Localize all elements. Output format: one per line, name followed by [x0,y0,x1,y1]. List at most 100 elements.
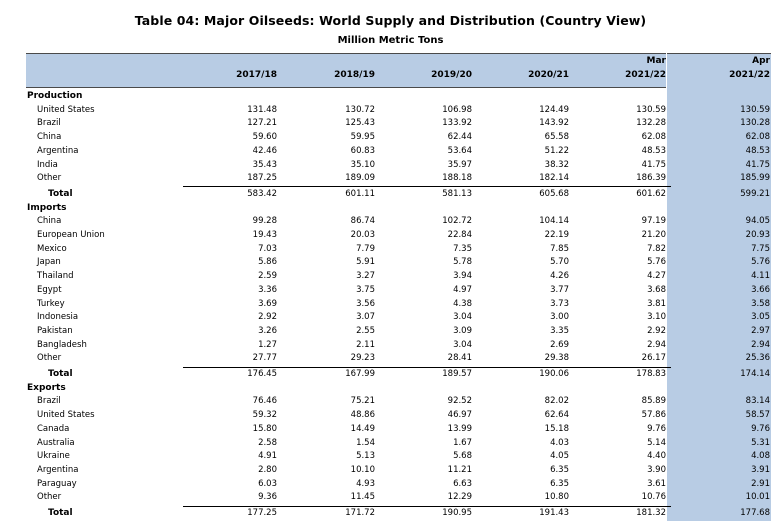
table-row-label: United States [37,410,95,421]
table-row: Argentina 42.46 60.83 53.64 51.22 48.53 48.53 [0,145,781,158]
table-cell: 3.66 [751,284,770,295]
table-cell: 28.41 [447,353,472,364]
table-cell: 5.68 [453,451,472,462]
table-cell: 53.64 [447,145,472,156]
table-cell: 58.57 [745,410,770,421]
table-cell: 2.94 [647,339,666,350]
table-cell: 2.55 [356,325,375,336]
table-cell: 186.39 [636,173,666,184]
total-row-label: Total [48,508,73,518]
table-row-label: Brazil [37,396,61,407]
table-row: Pakistan 3.26 2.55 3.09 3.35 2.92 2.97 [0,325,781,338]
table-cell: 181.32 [636,508,666,518]
table-cell: 174.14 [740,369,770,379]
table-cell: 22.19 [544,230,569,240]
section-heading-label: Exports [27,382,66,393]
table-cell: 601.62 [636,188,666,199]
table-cell: 4.38 [453,298,472,309]
table-cell: 3.68 [647,284,666,295]
table-cell: 2.69 [550,339,569,350]
table-row: Mexico 7.03 7.79 7.35 7.85 7.82 7.75 [0,243,781,256]
table-cell: 10.80 [544,492,569,503]
table-row-label: Canada [37,423,70,434]
table-cell: 125.43 [345,118,375,129]
table-cell: 3.10 [647,312,666,323]
total-row: Total 176.45 167.99 189.57 190.06 178.83 174.1… [0,368,781,381]
table-cell: 6.03 [258,478,277,489]
table-cell: 51.22 [544,145,569,156]
table-cell: 4.93 [356,478,375,489]
table-cell: 11.21 [447,464,472,475]
table-cell: 5.76 [647,257,666,268]
table-cell: 11.45 [350,492,375,503]
table-cell: 2.11 [356,339,375,350]
table-cell: 92.52 [447,396,472,407]
table-cell: 190.06 [539,369,569,379]
table-cell: 2.97 [751,325,770,336]
table-cell: 127.21 [247,118,277,129]
table-row: Ukraine 4.91 5.13 5.68 4.05 4.40 4.08 [0,450,781,463]
table-cell: 62.64 [544,410,569,421]
table-cell: 4.40 [647,451,666,462]
table-cell: 59.32 [252,410,277,421]
table-cell: 187.25 [247,173,277,184]
total-row: Total 583.42 601.11 581.13 605.68 601.62 599.2… [0,188,781,201]
table-cell: 583.42 [247,188,277,199]
table-title: Table 04: Major Oilseeds: World Supply a… [134,13,647,28]
table-cell: 3.75 [356,284,375,295]
table-row: Bangladesh 1.27 2.11 3.04 2.69 2.94 2.94 [0,339,781,352]
column-header-year: 2020/21 [528,70,569,80]
table-cell: 581.13 [442,188,472,199]
table-cell: 3.04 [453,339,472,350]
table-cell: 1.54 [356,437,375,448]
table-cell: 167.99 [345,369,375,379]
total-divider [183,366,671,368]
table-cell: 176.45 [247,369,277,379]
table-row-label: Other [37,492,62,503]
table-cell: 2.80 [258,464,277,475]
table-row-label: Other [37,173,62,184]
table-cell: 82.02 [544,396,569,407]
table-row-label: China [37,132,62,143]
table-cell: 171.72 [345,508,375,518]
table-cell: 57.86 [641,410,666,421]
table-cell: 83.14 [745,396,770,407]
table-cell: 2.92 [647,325,666,336]
table-cell: 2.91 [751,478,770,489]
table-cell: 177.25 [247,508,277,518]
table-row: Turkey 3.69 3.56 4.38 3.73 3.81 3.58 [0,298,781,311]
table-cell: 27.77 [252,353,277,364]
table-row-label: China [37,216,62,227]
column-header-year: 2017/18 [236,70,277,80]
table-row-label: Pakistan [37,325,73,336]
table-cell: 9.76 [647,423,666,434]
section-heading-label: Production [27,91,83,101]
table-cell: 22.84 [447,230,472,240]
table-cell: 20.93 [745,230,770,240]
table-cell: 5.86 [258,257,277,268]
table-cell: 85.89 [641,396,666,407]
section-heading: Imports [0,202,781,215]
table-cell: 19.43 [252,230,277,240]
table-row: Japan 5.86 5.91 5.78 5.70 5.76 5.76 [0,256,781,269]
table-cell: 4.03 [550,437,569,448]
table-row-label: Bangladesh [37,339,87,350]
table-cell: 10.76 [641,492,666,503]
table-cell: 132.28 [636,118,666,129]
table-cell: 35.43 [252,159,277,170]
table-row: Argentina 2.80 10.10 11.21 6.35 3.90 3.91 [0,464,781,477]
table-cell: 6.63 [453,478,472,489]
table-row: Indonesia 2.92 3.07 3.04 3.00 3.10 3.05 [0,311,781,324]
table-cell: 3.27 [356,271,375,282]
table-cell: 4.05 [550,451,569,462]
table-cell: 26.17 [641,353,666,364]
table-cell: 3.04 [453,312,472,323]
total-row: Total 177.25 171.72 190.95 191.43 181.32 177.6… [0,507,781,520]
column-header-year: 2021/22 [625,70,666,80]
table-cell: 5.78 [453,257,472,268]
table-cell: 48.86 [350,410,375,421]
table-cell: 12.29 [447,492,472,503]
table-cell: 60.83 [350,145,375,156]
table-cell: 189.09 [345,173,375,184]
table-cell: 601.11 [345,188,375,199]
